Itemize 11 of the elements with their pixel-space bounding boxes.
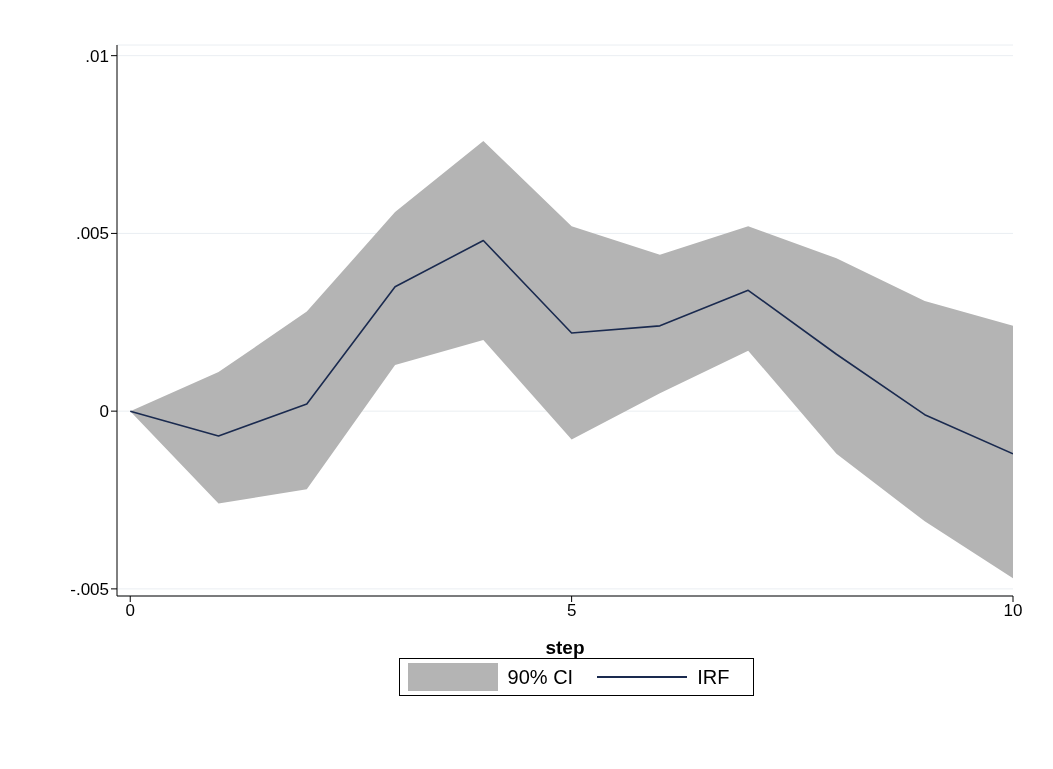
legend-label: IRF xyxy=(697,665,730,689)
y-tick-label: 0 xyxy=(99,402,109,422)
y-tick-label: -.005 xyxy=(70,579,109,599)
y-tick-label: .01 xyxy=(85,46,109,66)
x-tick-label: 0 xyxy=(125,601,135,621)
text: 90% CI xyxy=(507,665,574,689)
x-axis-title: step xyxy=(545,637,585,658)
line-series xyxy=(129,239,1013,455)
y-tick-label: .005 xyxy=(75,224,109,244)
x-tick-label: 10 xyxy=(1003,601,1023,621)
x-tick-label: 5 xyxy=(566,601,577,621)
